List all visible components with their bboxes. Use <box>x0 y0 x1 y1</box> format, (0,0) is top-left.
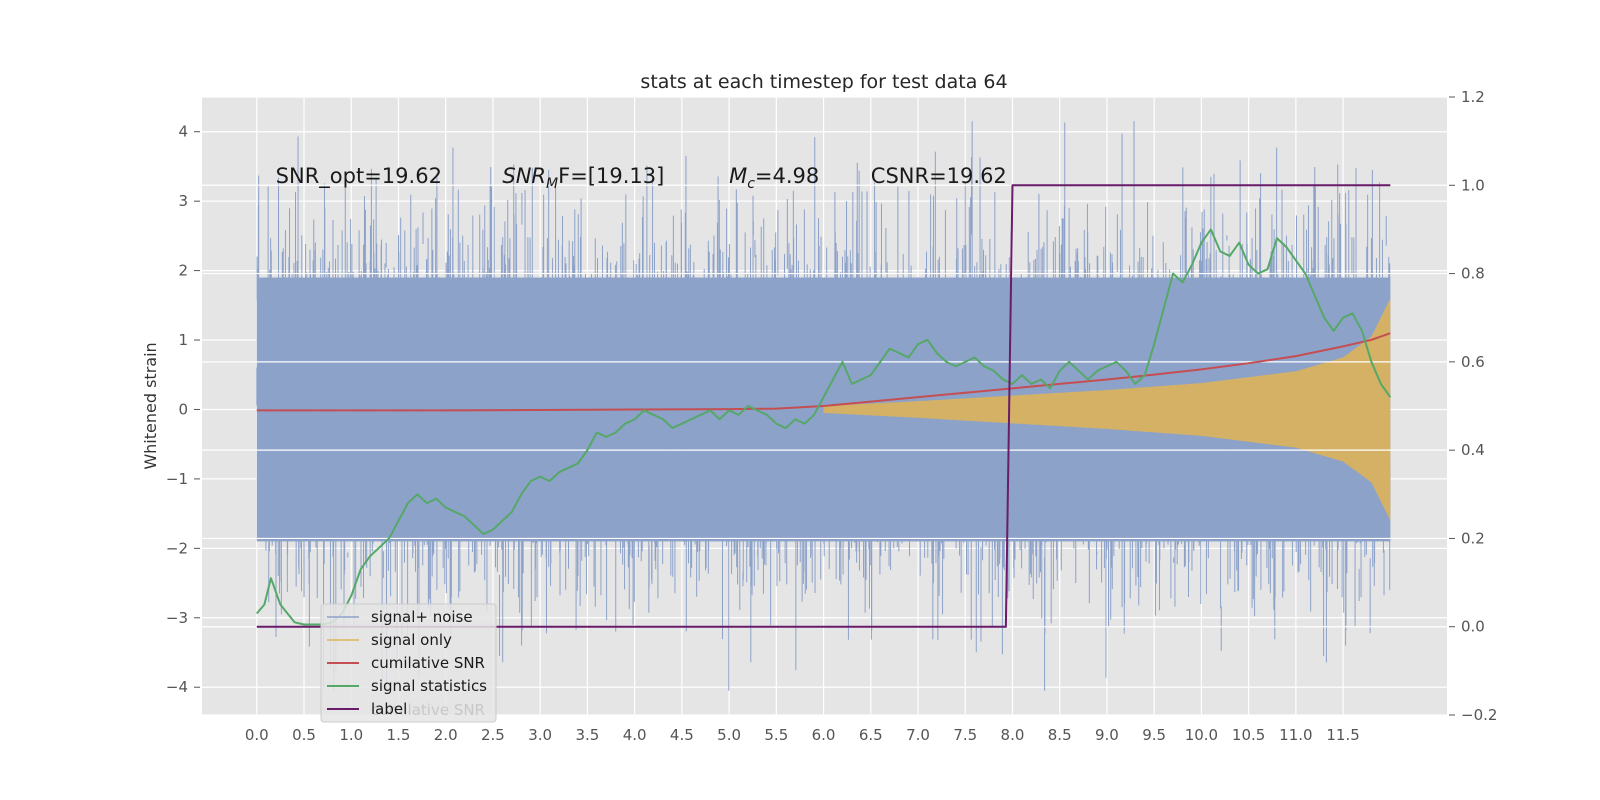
legend-label: signal only <box>371 631 452 649</box>
x-tick-label: 6.5 <box>859 726 883 744</box>
legend-frame <box>320 603 497 723</box>
annotation-1: SNRMF=[19.13] <box>502 164 664 192</box>
cumilative-snr-line <box>256 332 1391 412</box>
signal-statistics-line <box>256 228 1392 626</box>
legend-label: cumilative SNR <box>371 654 485 672</box>
y-tick-label-left: 4 <box>178 123 188 141</box>
x-tick-label: 6.0 <box>812 726 836 744</box>
x-tick-label: 5.5 <box>764 726 788 744</box>
y-tick-label-right: 0.2 <box>1461 529 1485 547</box>
y-tick-label-left: 1 <box>178 331 188 349</box>
signal-only-series <box>823 298 1391 521</box>
y-tick-label-left: −4 <box>166 678 188 696</box>
x-tick-label: 10.5 <box>1232 726 1265 744</box>
x-tick-label: 9.0 <box>1095 726 1119 744</box>
x-axis: 0.0 0.5 1.0 1.5 2.0 2.5 3.0 3.5 4.0 4.5 5.0 5.5 6.0 6… <box>245 726 1360 744</box>
y-tick-label-right: 0.6 <box>1461 353 1485 371</box>
x-tick-label: 5.0 <box>717 726 741 744</box>
y-tick-label-right: 0.8 <box>1461 265 1485 283</box>
y-tick-label-right: 0.0 <box>1461 618 1485 636</box>
label-line <box>256 184 1391 628</box>
y-axis-right: 1.2 1.0 0.8 0.6 0.4 0.2 0.0 −0.2 <box>1449 88 1497 724</box>
x-tick-label: 3.5 <box>575 726 599 744</box>
signal-only-envelope <box>823 298 1391 521</box>
x-tick-label: 4.0 <box>623 726 647 744</box>
y-tick-label-left: −2 <box>166 539 188 557</box>
y-tick-label-left: −1 <box>166 470 188 488</box>
x-tick-label: 4.5 <box>670 726 694 744</box>
line-series <box>256 184 1392 628</box>
y-axis-label: Whitened strain <box>141 342 160 469</box>
annotation-2: Mc=4.98 <box>729 164 819 192</box>
x-tick-label: 8.5 <box>1048 726 1072 744</box>
x-tick-label: 7.0 <box>906 726 930 744</box>
x-tick-label: 3.0 <box>528 726 552 744</box>
x-tick-label: 0.0 <box>245 726 269 744</box>
legend-label: label <box>371 700 407 718</box>
annotations: SNR_opt=19.62 SNRMF=[19.13] Mc=4.98 CSNR=19… <box>276 164 1007 192</box>
y-tick-label-left: 0 <box>178 400 188 418</box>
y-tick-label-right: −0.2 <box>1461 706 1497 724</box>
x-tick-label: 2.0 <box>434 726 458 744</box>
y-axis-left: 4 3 2 1 0 −1 −2 −3 −4 <box>166 123 200 696</box>
legend-label: signal statistics <box>371 677 487 695</box>
x-tick-label: 7.5 <box>953 726 977 744</box>
x-tick-label: 10.0 <box>1185 726 1218 744</box>
y-tick-label-left: −3 <box>166 609 188 627</box>
x-tick-label: 2.5 <box>481 726 505 744</box>
y-tick-label-right: 1.0 <box>1461 176 1485 194</box>
x-tick-label: 11.0 <box>1279 726 1312 744</box>
y-tick-label-left: 3 <box>178 192 188 210</box>
x-tick-label: 0.5 <box>292 726 316 744</box>
chart-title: stats at each timestep for test data 64 <box>640 71 1007 93</box>
x-tick-label: 11.5 <box>1326 726 1359 744</box>
x-tick-label: 1.0 <box>339 726 363 744</box>
x-tick-label: 9.5 <box>1142 726 1166 744</box>
annotation-3: CSNR=19.62 <box>871 164 1007 188</box>
plot-area <box>202 97 1447 715</box>
y-tick-label-right: 0.4 <box>1461 441 1485 459</box>
legend-ghost-text: cumilative SNR <box>371 701 485 719</box>
y-tick-label-left: 2 <box>178 262 188 280</box>
y-tick-label-right: 1.2 <box>1461 88 1485 106</box>
x-tick-label: 8.0 <box>1001 726 1025 744</box>
annotation-0: SNR_opt=19.62 <box>276 164 442 189</box>
legend: cumilative SNR signal+ noise signal only cu… <box>320 603 497 723</box>
x-tick-label: 1.5 <box>387 726 411 744</box>
legend-label: signal+ noise <box>371 608 473 626</box>
